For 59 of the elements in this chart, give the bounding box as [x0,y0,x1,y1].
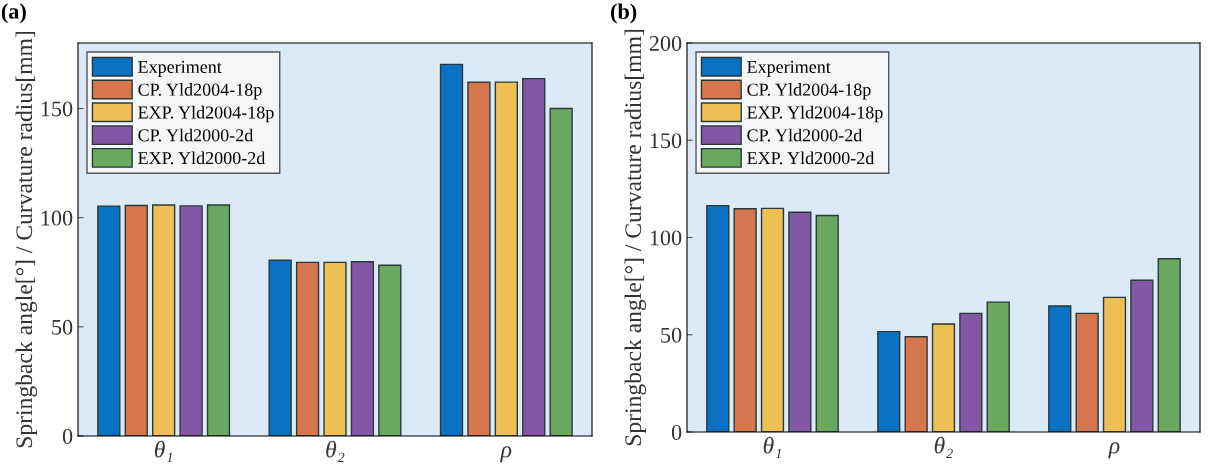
bar [733,208,757,432]
y-tick-label: 150 [650,133,682,149]
legend-label: EXP. Yld2004-18p [747,105,883,123]
bar [815,214,839,432]
bar [522,77,546,436]
legend-label: Experiment [138,60,222,77]
bar [206,204,231,436]
bar [323,261,347,436]
bar [1157,258,1181,432]
y-tick-label: 100 [41,210,73,226]
bar [179,205,203,436]
bar [1130,279,1154,432]
bar [1048,305,1072,432]
y-tick-label: 0 [671,424,682,440]
bar [350,261,375,436]
x-tick-label: θ₂ [326,440,345,463]
bar [1075,312,1099,432]
legend-label: CP. Yld2000-2d [747,128,863,142]
legend-label: Experiment [747,60,831,77]
bar [97,205,121,436]
legend-label: CP. Yld2004-18p [747,83,871,100]
bar [959,312,983,432]
bar [549,107,573,436]
y-tick-label: 200 [649,35,682,51]
bar [467,81,491,436]
bar [152,204,176,436]
bar [760,207,785,432]
legend-label: CP. Yld2004-18p [138,83,262,100]
chart-title: (b) [611,3,637,24]
bar [931,323,956,432]
y-tick-label: 50 [52,319,73,335]
y-tick-label: 0 [62,428,73,444]
bar [439,63,464,436]
legend-label: EXP. Yld2000-2d [138,151,266,165]
bar [268,259,292,436]
bar [124,204,148,436]
bar [706,204,730,432]
legend-label: CP. Yld2000-2d [138,128,254,142]
x-tick-label: θ₁ [763,436,781,459]
y-tick-label: 150 [41,101,73,117]
chart-title: (a) [1,3,26,24]
bar [877,330,901,432]
x-tick-label: ρ [1108,442,1120,459]
x-tick-label: θ₁ [154,440,173,463]
y-axis-title: Springback angle[°] / Curvature radius[mm] [624,29,647,446]
bar [378,264,402,436]
x-tick-label: θ₂ [934,436,953,459]
y-tick-label: 100 [650,230,682,246]
legend-label: EXP. Yld2000-2d [747,151,875,165]
bar [295,261,320,436]
bar [986,301,1010,432]
bar [494,81,518,436]
x-tick-label: ρ [500,446,512,463]
legend-label: EXP. Yld2004-18p [138,105,274,123]
y-tick-label: 50 [661,327,682,343]
y-axis-title: Springback angle[°] / Curvature radius[mm] [15,31,38,448]
bar [1102,296,1127,432]
bar [788,211,812,432]
bar [904,336,928,432]
